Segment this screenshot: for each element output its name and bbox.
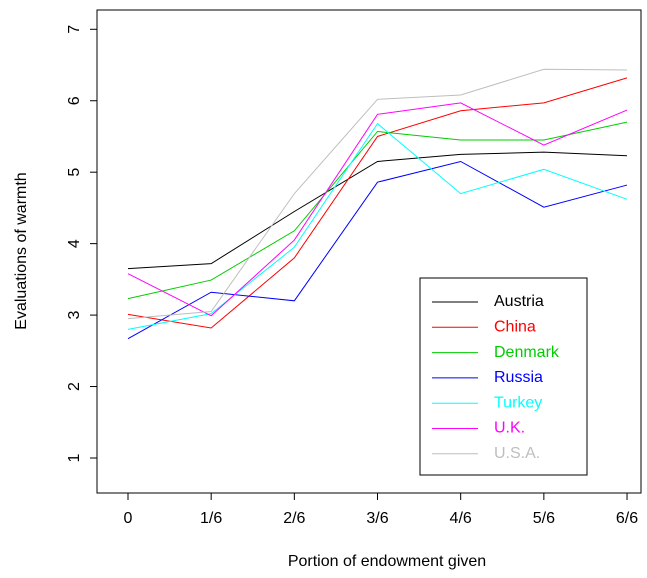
x-tick-label: 1/6 [200, 510, 222, 527]
x-tick-label: 6/6 [616, 510, 638, 527]
x-axis-label: Portion of endowment given [288, 553, 486, 570]
series-line [127, 77, 628, 329]
y-tick-label: 1 [66, 453, 83, 462]
series-line [127, 68, 628, 320]
y-axis-label: Evaluations of warmth [13, 172, 30, 329]
plot-frame [96, 9, 642, 494]
legend-label: U.S.A. [494, 445, 540, 462]
y-tick-label: 5 [66, 168, 83, 177]
series-line [127, 122, 628, 330]
x-tick-label: 2/6 [283, 510, 305, 527]
legend-label: Turkey [494, 394, 542, 411]
legend-label: China [494, 319, 536, 336]
legend-label: Austria [494, 293, 544, 310]
y-tick-label: 2 [66, 382, 83, 391]
x-tick-label: 5/6 [533, 510, 555, 527]
legend-label: U.K. [494, 420, 525, 437]
y-tick-label: 3 [66, 311, 83, 320]
x-tick-label: 0 [124, 510, 133, 527]
series-line [127, 160, 628, 340]
legend-box [419, 277, 588, 476]
y-tick-label: 7 [66, 25, 83, 34]
series-line [127, 102, 628, 317]
x-tick-label: 4/6 [450, 510, 472, 527]
legend-label: Russia [494, 369, 543, 386]
series-line [127, 151, 628, 270]
legend-label: Denmark [494, 344, 560, 361]
x-tick-label: 3/6 [366, 510, 388, 527]
series-line [127, 121, 628, 300]
y-tick-label: 4 [66, 239, 83, 248]
y-tick-label: 6 [66, 96, 83, 105]
